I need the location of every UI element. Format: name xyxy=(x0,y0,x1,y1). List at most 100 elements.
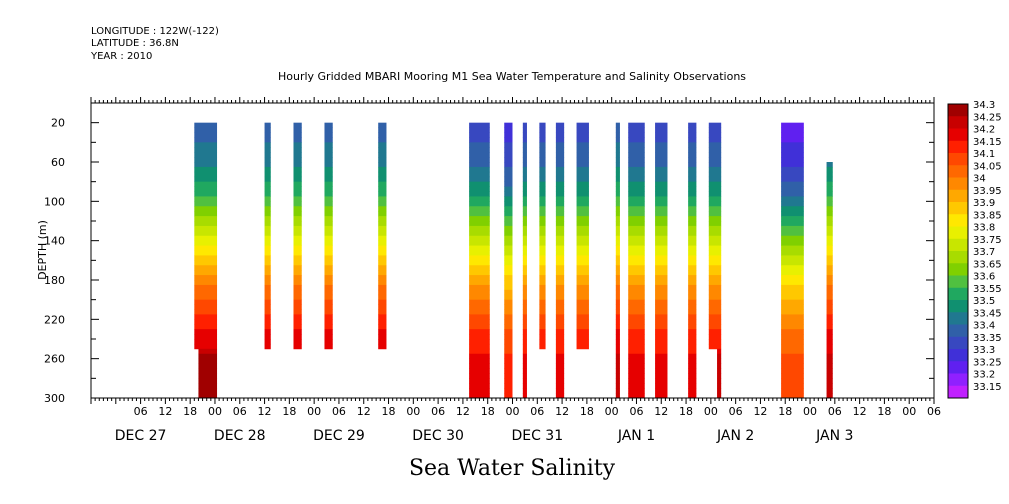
salinity-cell xyxy=(555,137,565,143)
salinity-cell xyxy=(324,225,333,232)
salinity-cell xyxy=(655,250,668,256)
salinity-cell xyxy=(628,329,645,335)
salinity-cell xyxy=(576,304,589,310)
salinity-cell xyxy=(293,334,302,340)
salinity-cell xyxy=(708,225,722,232)
salinity-cell xyxy=(576,265,589,271)
salinity-cell xyxy=(708,216,722,222)
salinity-cell xyxy=(194,147,218,153)
salinity-cell xyxy=(324,275,333,281)
salinity-cell xyxy=(688,373,697,379)
salinity-cell xyxy=(615,147,620,153)
salinity-cell xyxy=(781,353,804,360)
salinity-cell xyxy=(264,309,271,315)
salinity-cell xyxy=(469,358,490,364)
salinity-cell xyxy=(615,348,620,355)
salinity-cell xyxy=(469,270,490,276)
salinity-cell xyxy=(708,132,722,138)
salinity-cell xyxy=(324,319,333,325)
salinity-cell xyxy=(655,309,668,315)
salinity-cell xyxy=(781,275,804,281)
salinity-cell xyxy=(555,289,565,296)
salinity-cell xyxy=(688,152,697,158)
salinity-cell xyxy=(539,181,546,187)
salinity-cell xyxy=(324,235,333,242)
salinity-cell xyxy=(469,348,490,355)
salinity-cell xyxy=(576,343,589,350)
salinity-cell xyxy=(688,147,697,153)
salinity-cell xyxy=(628,294,645,301)
salinity-cell xyxy=(539,206,546,212)
salinity-cell xyxy=(469,157,490,163)
salinity-cell xyxy=(522,171,527,178)
salinity-cell xyxy=(293,304,302,310)
salinity-cell xyxy=(555,186,565,192)
x-tick-label: 00 xyxy=(605,405,619,418)
salinity-cell xyxy=(264,176,271,183)
salinity-cell xyxy=(826,260,833,266)
salinity-cell xyxy=(522,378,527,384)
salinity-cell xyxy=(615,339,620,345)
salinity-cell xyxy=(264,221,271,227)
salinity-cell xyxy=(628,280,645,286)
salinity-cell xyxy=(469,225,490,232)
salinity-cell xyxy=(576,171,589,178)
salinity-cell xyxy=(655,171,668,178)
salinity-cell xyxy=(522,339,527,345)
salinity-cell xyxy=(378,216,387,222)
salinity-cell xyxy=(194,294,218,301)
salinity-cell xyxy=(615,240,620,246)
salinity-cell xyxy=(628,191,645,197)
salinity-cell xyxy=(628,147,645,153)
salinity-cell xyxy=(293,235,302,242)
salinity-cell xyxy=(708,221,722,227)
salinity-cell xyxy=(615,152,620,158)
salinity-cell xyxy=(781,225,804,232)
x-tick-label: 12 xyxy=(456,405,470,418)
salinity-cell xyxy=(688,363,697,369)
salinity-cell xyxy=(655,176,668,183)
salinity-cell xyxy=(615,260,620,266)
salinity-cell xyxy=(655,373,668,379)
salinity-cell xyxy=(324,260,333,266)
salinity-cell xyxy=(655,260,668,266)
salinity-cell xyxy=(826,206,833,212)
salinity-cell xyxy=(324,171,333,178)
salinity-cell xyxy=(628,132,645,138)
salinity-cell xyxy=(504,211,513,217)
salinity-cell xyxy=(378,289,387,296)
salinity-cell xyxy=(378,284,387,291)
salinity-cell xyxy=(576,147,589,153)
salinity-cell xyxy=(688,181,697,187)
salinity-cell xyxy=(469,314,490,320)
salinity-cell xyxy=(378,280,387,286)
salinity-cell xyxy=(469,142,490,148)
salinity-cell xyxy=(469,329,490,335)
salinity-cell xyxy=(655,152,668,158)
salinity-cell xyxy=(469,260,490,266)
salinity-cell xyxy=(539,245,546,251)
salinity-cell xyxy=(655,324,668,330)
salinity-cell xyxy=(469,319,490,325)
salinity-cell xyxy=(628,353,645,360)
salinity-cell xyxy=(688,353,697,360)
salinity-cell xyxy=(555,309,565,315)
salinity-cell xyxy=(469,162,490,168)
salinity-cell xyxy=(539,166,546,173)
salinity-cell xyxy=(539,339,546,345)
salinity-cell xyxy=(522,221,527,227)
salinity-cell xyxy=(826,181,833,187)
salinity-cell xyxy=(655,343,668,350)
salinity-cell xyxy=(539,314,546,320)
salinity-cell xyxy=(555,378,565,384)
salinity-cell xyxy=(378,319,387,325)
salinity-cell xyxy=(293,211,302,217)
salinity-cell xyxy=(655,196,668,202)
salinity-cell xyxy=(628,122,645,128)
colorbar-label: 33.75 xyxy=(973,235,1002,246)
salinity-cell xyxy=(708,314,722,320)
salinity-cell xyxy=(194,304,218,310)
salinity-cell xyxy=(264,284,271,291)
salinity-cell xyxy=(781,378,804,384)
salinity-cell xyxy=(264,319,271,325)
